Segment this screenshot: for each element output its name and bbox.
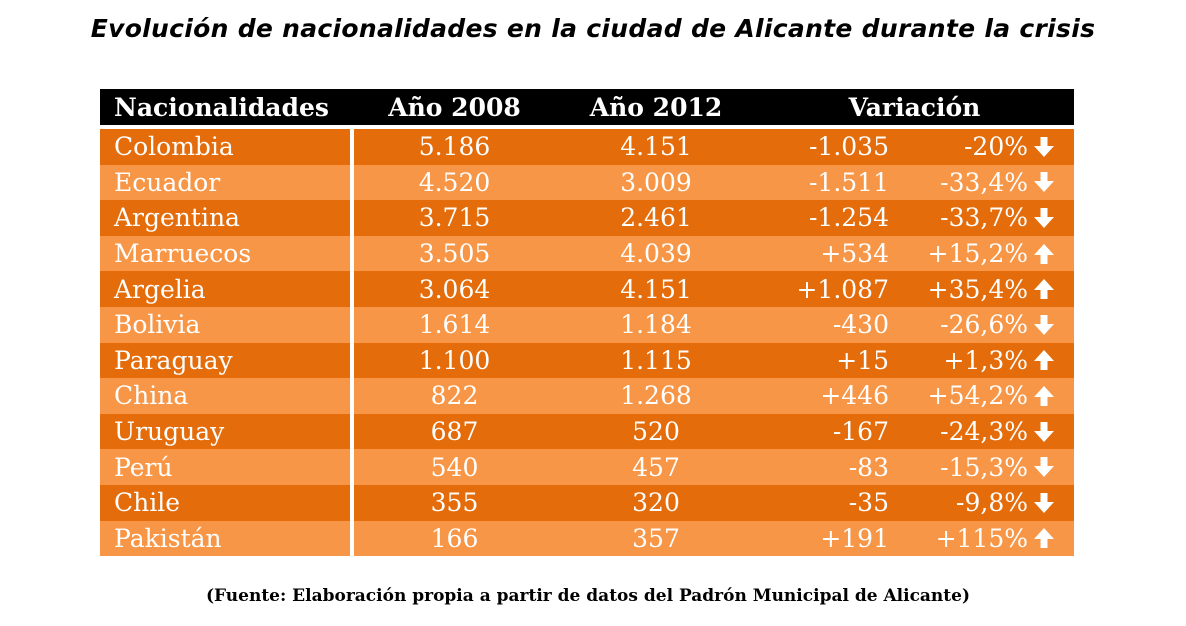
table-row: Colombia 5.186 4.151 -1.035 -20%: [100, 129, 1074, 165]
nationality-cell: Bolivia: [100, 310, 352, 339]
column-divider: [350, 129, 354, 557]
year-2008-cell: 3.715: [352, 203, 557, 232]
up-arrow-icon: [1028, 384, 1074, 408]
variation-percent-cell: +54,2%: [889, 381, 1028, 410]
down-arrow-icon: [1028, 170, 1074, 194]
table-row: Argelia 3.064 4.151 +1.087 +35,4%: [100, 271, 1074, 307]
variation-absolute-cell: -1.254: [755, 203, 889, 232]
down-arrow-icon: [1028, 420, 1074, 444]
variation-percent-cell: -15,3%: [889, 453, 1028, 482]
year-2012-cell: 1.115: [557, 346, 755, 375]
table-row: Argentina 3.715 2.461 -1.254 -33,7%: [100, 200, 1074, 236]
variation-percent-cell: +15,2%: [889, 239, 1028, 268]
table-row: Pakistán 166 357 +191 +115%: [100, 521, 1074, 557]
nationality-cell: Pakistán: [100, 524, 352, 553]
variation-percent-cell: -24,3%: [889, 417, 1028, 446]
table-row: Ecuador 4.520 3.009 -1.511 -33,4%: [100, 165, 1074, 201]
variation-absolute-cell: -430: [755, 310, 889, 339]
up-arrow-icon: [1028, 277, 1074, 301]
table-row: Marruecos 3.505 4.039 +534 +15,2%: [100, 236, 1074, 272]
variation-percent-cell: -9,8%: [889, 488, 1028, 517]
year-2008-cell: 5.186: [352, 132, 557, 161]
variation-percent-cell: +1,3%: [889, 346, 1028, 375]
nationalities-table: Nacionalidades Año 2008 Año 2012 Variaci…: [100, 89, 1074, 556]
variation-percent-cell: +35,4%: [889, 275, 1028, 304]
variation-absolute-cell: -1.035: [755, 132, 889, 161]
year-2008-cell: 3.505: [352, 239, 557, 268]
down-arrow-icon: [1028, 491, 1074, 515]
up-arrow-icon: [1028, 242, 1074, 266]
nationality-cell: Paraguay: [100, 346, 352, 375]
nationality-cell: Perú: [100, 453, 352, 482]
table-row: Uruguay 687 520 -167 -24,3%: [100, 414, 1074, 450]
header-variation: Variación: [755, 93, 1074, 122]
year-2008-cell: 4.520: [352, 168, 557, 197]
down-arrow-icon: [1028, 135, 1074, 159]
year-2012-cell: 4.151: [557, 275, 755, 304]
year-2008-cell: 166: [352, 524, 557, 553]
year-2012-cell: 357: [557, 524, 755, 553]
variation-percent-cell: -20%: [889, 132, 1028, 161]
variation-percent-cell: -33,4%: [889, 168, 1028, 197]
year-2012-cell: 520: [557, 417, 755, 446]
year-2008-cell: 540: [352, 453, 557, 482]
variation-absolute-cell: -1.511: [755, 168, 889, 197]
variation-absolute-cell: -167: [755, 417, 889, 446]
nationality-cell: China: [100, 381, 352, 410]
year-2012-cell: 3.009: [557, 168, 755, 197]
year-2008-cell: 1.100: [352, 346, 557, 375]
header-year-2008: Año 2008: [352, 93, 557, 122]
year-2012-cell: 4.039: [557, 239, 755, 268]
year-2008-cell: 3.064: [352, 275, 557, 304]
variation-absolute-cell: +15: [755, 346, 889, 375]
variation-absolute-cell: +191: [755, 524, 889, 553]
year-2008-cell: 687: [352, 417, 557, 446]
chart-title: Evolución de nacionalidades en la ciudad…: [0, 14, 1186, 43]
year-2012-cell: 2.461: [557, 203, 755, 232]
down-arrow-icon: [1028, 206, 1074, 230]
year-2012-cell: 4.151: [557, 132, 755, 161]
variation-percent-cell: -33,7%: [889, 203, 1028, 232]
header-nationality: Nacionalidades: [100, 93, 352, 122]
table-row: Chile 355 320 -35 -9,8%: [100, 485, 1074, 521]
nationality-cell: Marruecos: [100, 239, 352, 268]
year-2012-cell: 1.268: [557, 381, 755, 410]
header-year-2012: Año 2012: [557, 93, 755, 122]
source-note: (Fuente: Elaboración propia a partir de …: [0, 586, 1176, 606]
nationality-cell: Chile: [100, 488, 352, 517]
year-2012-cell: 1.184: [557, 310, 755, 339]
nationality-cell: Colombia: [100, 132, 352, 161]
year-2008-cell: 1.614: [352, 310, 557, 339]
table-row: China 822 1.268 +446 +54,2%: [100, 378, 1074, 414]
year-2008-cell: 822: [352, 381, 557, 410]
variation-absolute-cell: -83: [755, 453, 889, 482]
down-arrow-icon: [1028, 313, 1074, 337]
year-2008-cell: 355: [352, 488, 557, 517]
variation-absolute-cell: +1.087: [755, 275, 889, 304]
variation-absolute-cell: -35: [755, 488, 889, 517]
year-2012-cell: 320: [557, 488, 755, 517]
nationality-cell: Ecuador: [100, 168, 352, 197]
variation-absolute-cell: +534: [755, 239, 889, 268]
table-row: Bolivia 1.614 1.184 -430 -26,6%: [100, 307, 1074, 343]
nationality-cell: Argelia: [100, 275, 352, 304]
down-arrow-icon: [1028, 455, 1074, 479]
year-2012-cell: 457: [557, 453, 755, 482]
variation-percent-cell: +115%: [889, 524, 1028, 553]
nationality-cell: Argentina: [100, 203, 352, 232]
variation-percent-cell: -26,6%: [889, 310, 1028, 339]
up-arrow-icon: [1028, 348, 1074, 372]
table-body: Colombia 5.186 4.151 -1.035 -20% Ecuador 4.520…: [100, 129, 1074, 556]
table-row: Paraguay 1.100 1.115 +15 +1,3%: [100, 343, 1074, 379]
variation-absolute-cell: +446: [755, 381, 889, 410]
up-arrow-icon: [1028, 526, 1074, 550]
table-header: Nacionalidades Año 2008 Año 2012 Variaci…: [100, 89, 1074, 125]
nationality-cell: Uruguay: [100, 417, 352, 446]
table-row: Perú 540 457 -83 -15,3%: [100, 449, 1074, 485]
